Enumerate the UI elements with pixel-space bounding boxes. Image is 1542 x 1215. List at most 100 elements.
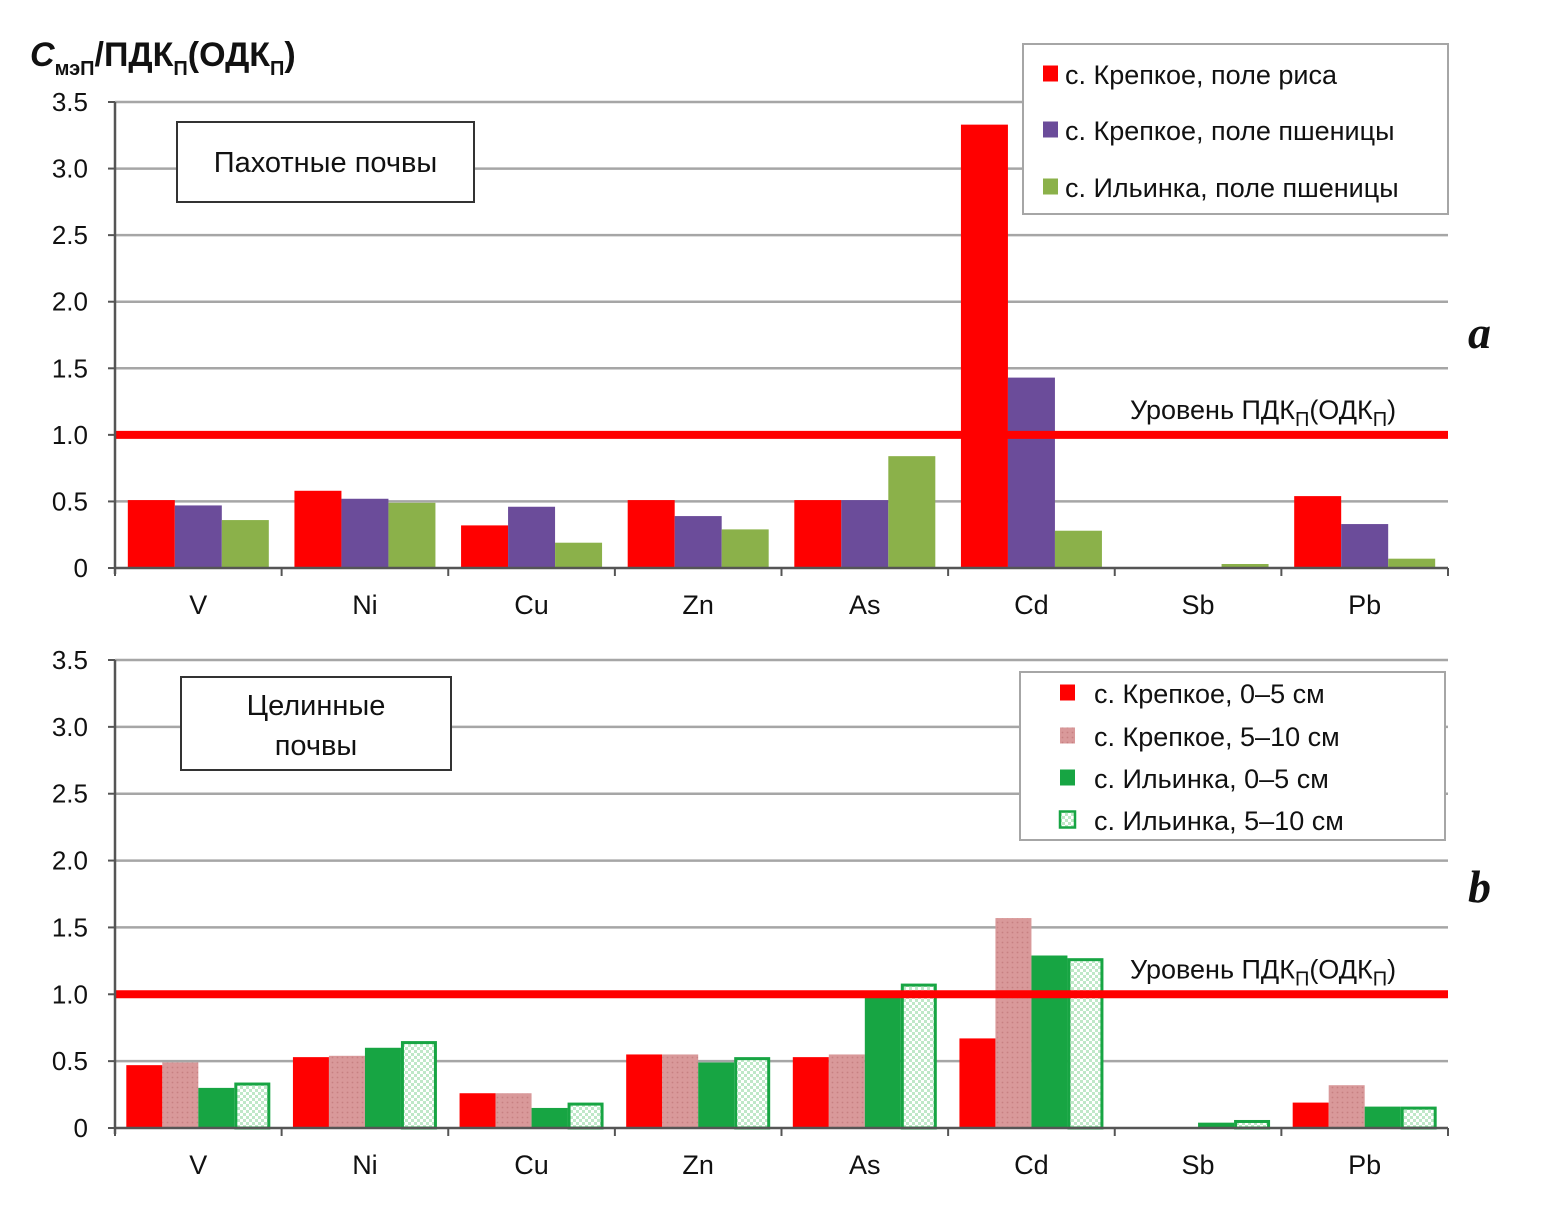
bar	[328, 1055, 365, 1128]
bar	[364, 1047, 401, 1128]
bar	[221, 520, 269, 568]
legend-label: с. Ильинка, 0–5 см	[1094, 764, 1329, 794]
bar	[841, 500, 889, 568]
y-tick-label: 0	[74, 1113, 88, 1143]
bar	[341, 498, 389, 568]
y-tick-label: 3.5	[52, 645, 88, 675]
bar	[508, 506, 556, 568]
bar	[900, 983, 937, 1130]
legend-swatch	[1043, 121, 1058, 138]
y-tick-label: 3.5	[52, 87, 88, 117]
legend-label: с. Ильинка, поле пшеницы	[1065, 173, 1399, 203]
bar	[626, 1054, 663, 1128]
bar	[674, 516, 722, 568]
legend-label: с. Ильинка, 5–10 см	[1094, 806, 1344, 836]
panel-title-box	[176, 121, 475, 203]
bar	[531, 1107, 568, 1128]
legend-swatch	[1043, 65, 1058, 82]
legend-swatch	[1060, 684, 1075, 701]
reference-line-label: Уровень ПДКП(ОДКП)	[1130, 395, 1396, 431]
bar	[1221, 564, 1269, 568]
legend-label: с. Крепкое, поле риса	[1065, 60, 1338, 90]
y-tick-label: 2.0	[52, 846, 88, 876]
legend-label: с. Крепкое, 5–10 см	[1094, 722, 1340, 752]
y-tick-label: 1.5	[52, 912, 88, 942]
x-tick-label: Cu	[514, 1150, 549, 1180]
x-tick-label: Zn	[682, 590, 714, 620]
bar	[459, 1093, 496, 1128]
legend-label: с. Крепкое, 0–5 см	[1094, 679, 1325, 709]
legend-swatch	[1043, 178, 1058, 195]
y-tick-label: 0.5	[52, 1046, 88, 1076]
panel-title: Пахотные почвы	[214, 147, 438, 179]
bar	[1388, 558, 1436, 568]
bar	[1198, 1122, 1235, 1128]
bar	[495, 1093, 532, 1128]
bar	[828, 1054, 865, 1128]
legend-box	[1019, 671, 1446, 841]
x-tick-label: Cu	[514, 590, 549, 620]
y-axis-label: СмэП/ПДКП(ОДКП)	[30, 36, 296, 80]
legend-swatch	[1058, 810, 1077, 829]
x-tick-label: As	[849, 1150, 881, 1180]
y-tick-label: 1.0	[52, 420, 88, 450]
y-tick-label: 2.0	[52, 287, 88, 317]
bar	[1400, 1106, 1437, 1130]
bar	[960, 124, 1008, 569]
bar	[864, 994, 901, 1128]
bar	[461, 525, 509, 568]
bar	[1364, 1106, 1401, 1128]
bar	[388, 502, 436, 568]
bar	[1341, 524, 1389, 568]
x-tick-label: As	[849, 590, 881, 620]
y-tick-label: 2.5	[52, 220, 88, 250]
bar	[1054, 530, 1102, 568]
y-tick-label: 0.5	[52, 486, 88, 516]
y-tick-label: 1.5	[52, 353, 88, 383]
y-tick-label: 2.5	[52, 779, 88, 809]
x-tick-label: Sb	[1182, 590, 1215, 620]
bar	[734, 1057, 771, 1130]
bar	[698, 1062, 735, 1128]
x-tick-label: Pb	[1348, 590, 1381, 620]
x-tick-label: V	[189, 1150, 207, 1180]
bar	[1007, 377, 1055, 568]
bar	[234, 1082, 271, 1130]
bar	[721, 529, 769, 568]
panel-title-line: почвы	[275, 730, 358, 762]
panel-letter: b	[1468, 861, 1491, 912]
x-tick-label: V	[189, 590, 207, 620]
x-tick-label: Ni	[352, 1150, 378, 1180]
legend-swatch	[1060, 727, 1075, 744]
bar	[959, 1038, 996, 1128]
bar	[126, 1065, 163, 1128]
bar	[995, 918, 1032, 1128]
x-tick-label: Sb	[1182, 1150, 1215, 1180]
bar	[1328, 1085, 1365, 1128]
bar	[198, 1087, 235, 1128]
reference-line-label: Уровень ПДКП(ОДКП)	[1130, 954, 1396, 990]
bar	[567, 1102, 604, 1130]
bar	[888, 456, 936, 568]
panel-letter: a	[1468, 307, 1491, 358]
bar	[627, 500, 675, 568]
bar	[1292, 1102, 1329, 1128]
x-tick-label: Pb	[1348, 1150, 1381, 1180]
x-tick-label: Cd	[1014, 590, 1049, 620]
x-tick-label: Ni	[352, 590, 378, 620]
y-tick-label: 0	[74, 553, 88, 583]
legend-swatch	[1060, 769, 1075, 786]
legend-box	[1022, 43, 1449, 215]
y-tick-label: 3.0	[52, 154, 88, 184]
y-tick-label: 1.0	[52, 979, 88, 1009]
bar	[127, 500, 175, 568]
bar	[1067, 958, 1104, 1130]
bar	[162, 1062, 199, 1128]
bar	[400, 1041, 437, 1130]
bar	[174, 505, 222, 568]
chart-panel-b: 0 0.5 1.0 1.5 2.0 2.5 3.0 3.5 Целинные почвы V Ni Cu…	[52, 645, 1491, 1180]
panel-title-box	[180, 676, 452, 771]
bar	[662, 1054, 699, 1128]
bar	[792, 1057, 829, 1128]
x-tick-label: Cd	[1014, 1150, 1049, 1180]
